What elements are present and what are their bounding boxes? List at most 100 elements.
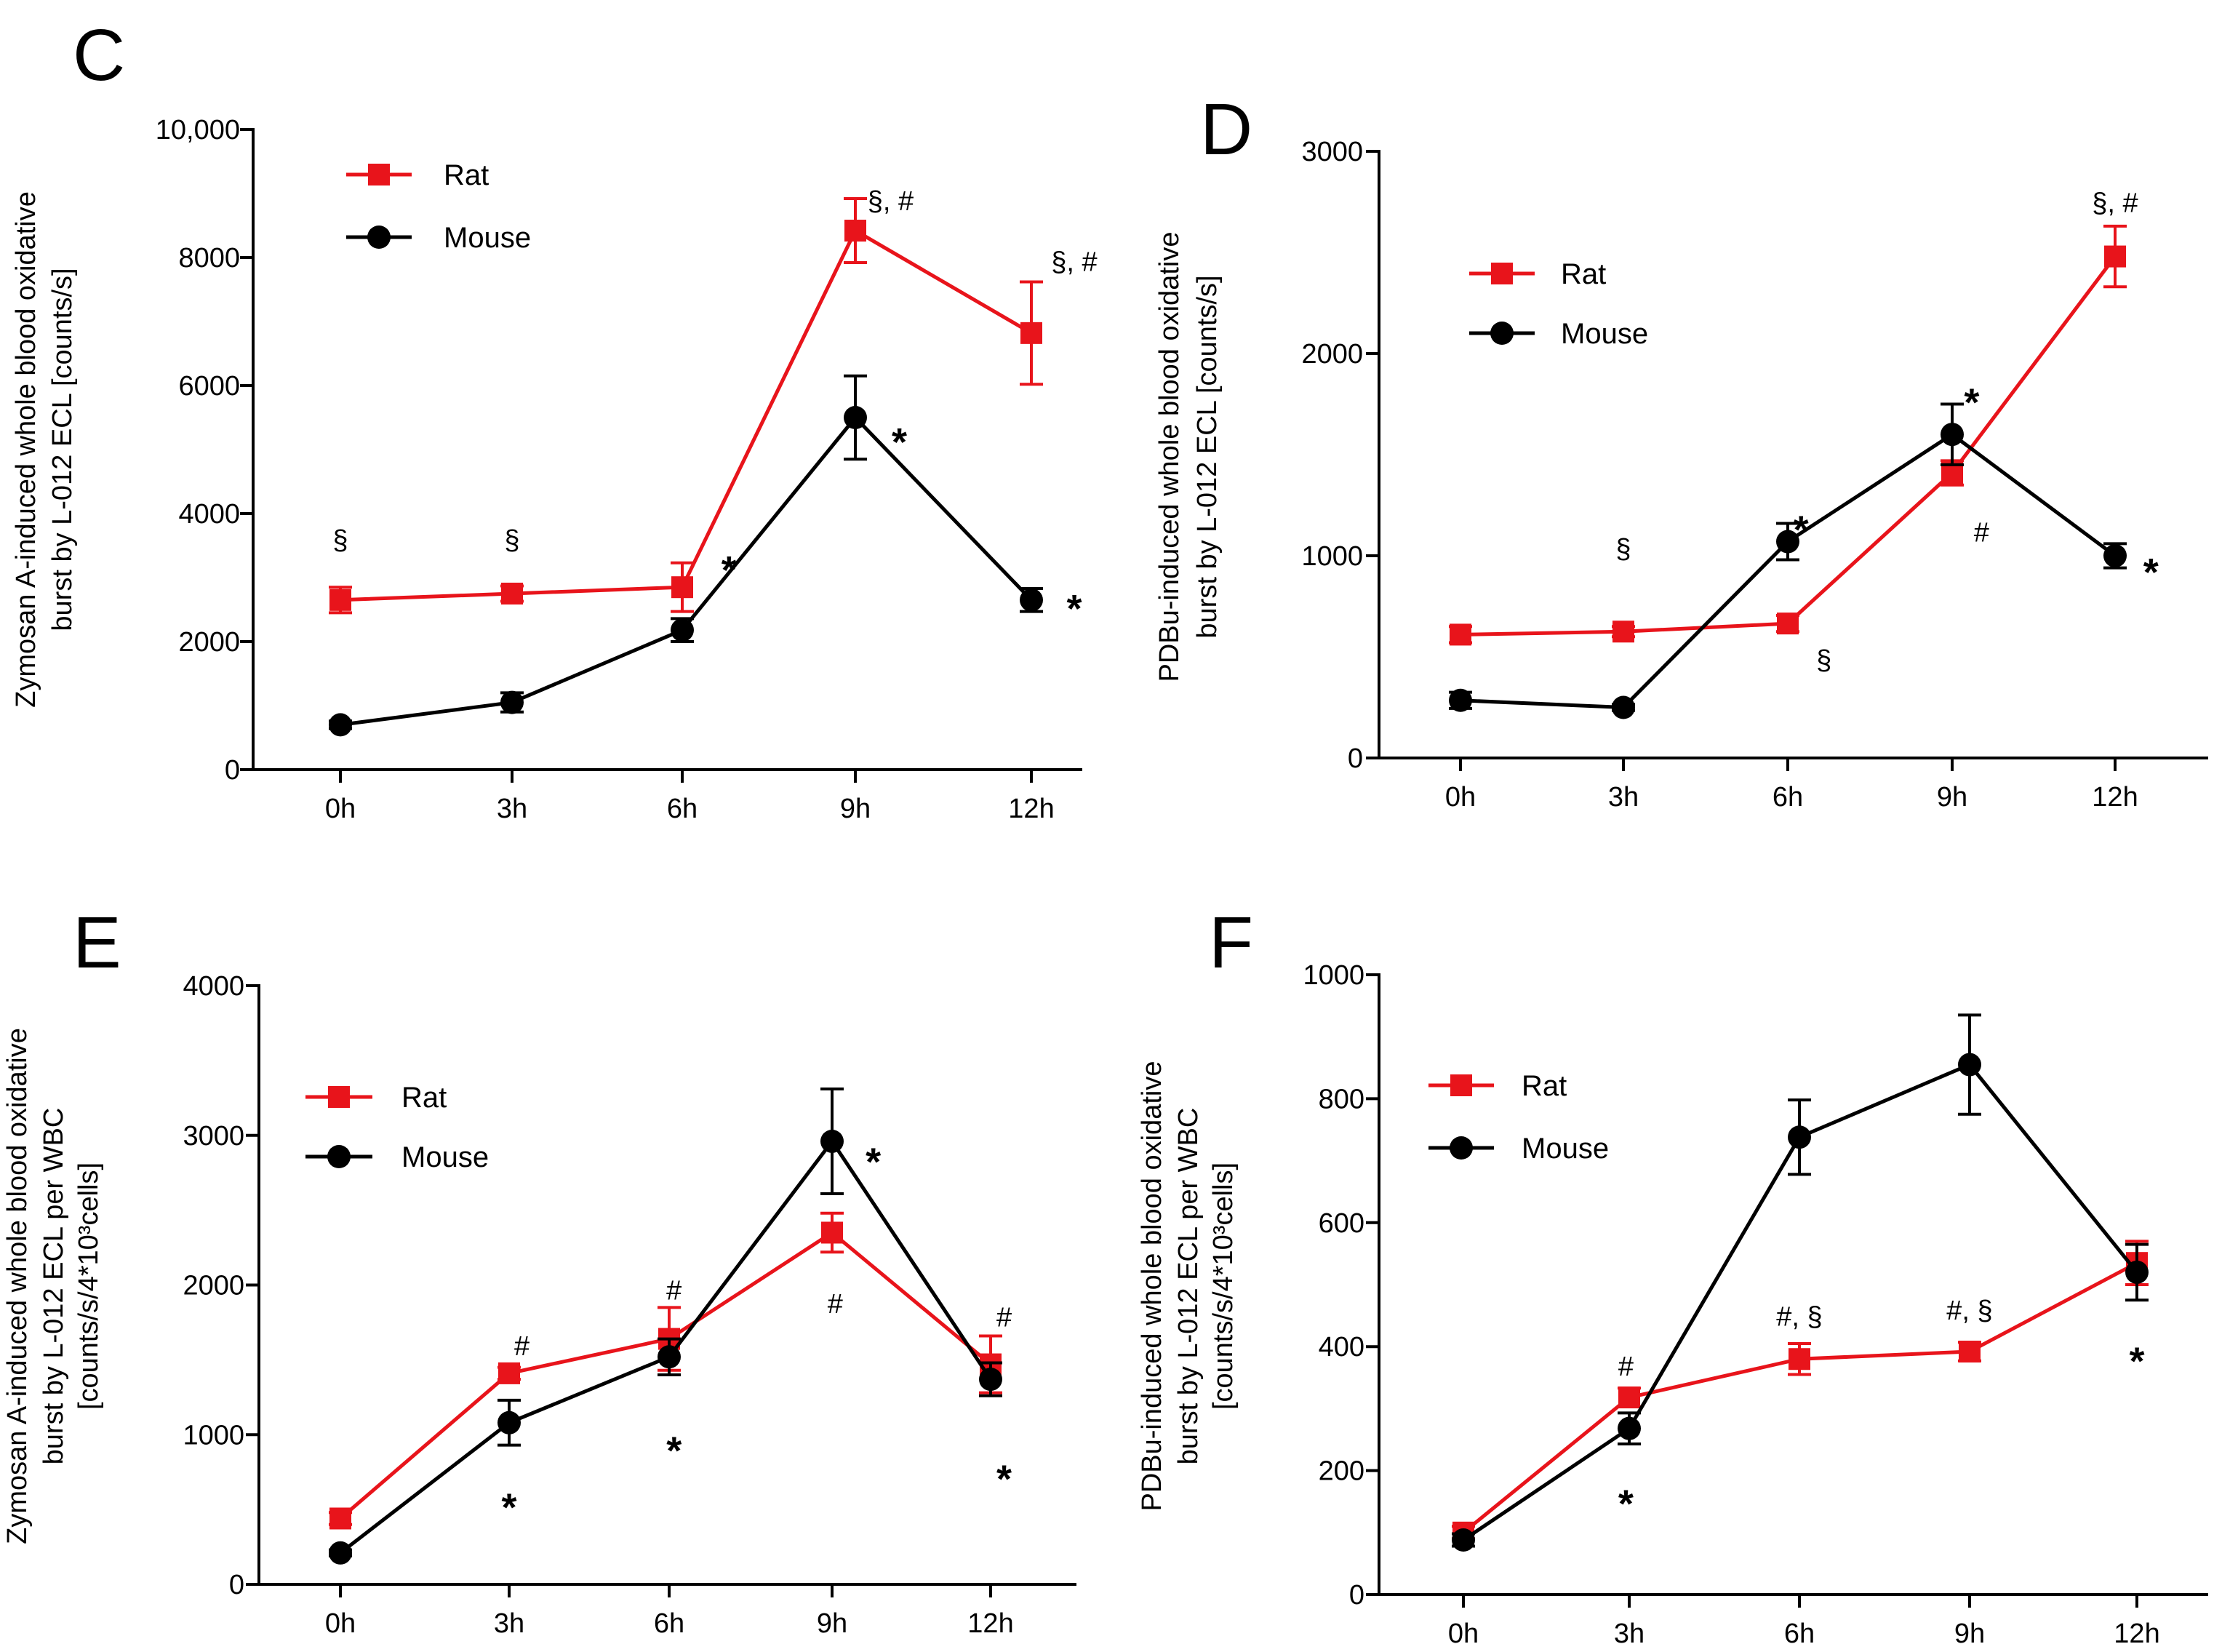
annotation: * <box>666 1429 682 1473</box>
annotation: * <box>1794 508 1809 552</box>
annotation: § <box>1816 645 1831 676</box>
data-point <box>1788 1125 1811 1149</box>
x-tick-label: 9h <box>1954 1619 1985 1649</box>
x-tick-label: 6h <box>1773 782 1803 813</box>
panel-letter: E <box>73 902 121 983</box>
legend-marker <box>1450 1136 1473 1160</box>
data-point <box>671 576 693 599</box>
data-point <box>1959 1341 1981 1363</box>
x-tick-label: 6h <box>1784 1619 1815 1649</box>
series-line <box>340 228 1033 602</box>
annotation: # <box>666 1276 682 1306</box>
x-tick-label: 12h <box>1008 794 1054 824</box>
y-tick-label: 0 <box>1349 1580 1364 1611</box>
series-line <box>1460 432 2117 710</box>
legend-label: Rat <box>1561 258 1606 290</box>
y-axis-title: Zymosan A-induced whole blood oxidative <box>2 1028 33 1544</box>
data-point <box>1618 1386 1640 1409</box>
data-point <box>2125 1260 2149 1284</box>
annotation: # <box>1618 1352 1634 1382</box>
y-tick-label: 1000 <box>1301 541 1363 572</box>
x-tick-label: 12h <box>2092 782 2138 813</box>
y-tick-label: 1000 <box>183 1420 244 1451</box>
data-point <box>1941 423 1964 447</box>
series-line <box>340 415 1033 727</box>
annotation: §, # <box>1051 247 1097 277</box>
data-point <box>1777 612 1799 635</box>
x-tick-label: 0h <box>325 794 356 824</box>
legend: Rat Mouse <box>305 1082 489 1173</box>
y-tick-label: 4000 <box>178 499 240 530</box>
data-point <box>979 1368 1002 1392</box>
y-axis-title: burst by L-012 ECL [counts/s] <box>1192 275 1223 638</box>
series-mouse <box>1452 1013 2149 1552</box>
annotation: # <box>1974 518 1989 548</box>
legend-label: Mouse <box>1522 1133 1609 1165</box>
data-point <box>329 1541 352 1565</box>
y-axis-title: [counts/s/4*10³cells] <box>73 1162 104 1410</box>
annotation: # <box>828 1289 843 1320</box>
data-point <box>2104 245 2126 268</box>
annotation: * <box>722 548 737 592</box>
y-axis-title: burst by L-012 ECL per WBC <box>39 1108 69 1465</box>
data-point <box>820 1129 844 1153</box>
y-tick-label: 600 <box>1319 1208 1364 1239</box>
legend-label: Rat <box>1522 1070 1567 1102</box>
annotation: §, # <box>2092 188 2138 219</box>
data-point <box>658 1345 681 1369</box>
series-rat <box>1449 224 2127 646</box>
data-point <box>821 1221 843 1244</box>
data-point <box>1958 1053 1981 1077</box>
legend: Rat Mouse <box>346 159 531 254</box>
y-tick-label: 2000 <box>183 1271 244 1301</box>
data-point <box>844 220 866 242</box>
y-axis-title: Zymosan A-induced whole blood oxidative <box>11 191 41 708</box>
annotation: * <box>1066 587 1082 631</box>
x-tick-label: 0h <box>1448 1619 1479 1649</box>
y-tick-label: 0 <box>229 1570 244 1600</box>
legend-marker <box>368 164 390 185</box>
chart-panel-c: C 0 2000 4000 6000 8000 10,000 0h 3h 6h 9h 12h Zymos… <box>11 15 1098 824</box>
annotation: * <box>1618 1483 1634 1526</box>
series-mouse <box>329 374 1043 737</box>
annotation: § <box>332 525 348 556</box>
x-tick-label: 0h <box>1445 782 1476 813</box>
legend-marker <box>327 1145 351 1168</box>
legend-label: Mouse <box>401 1141 489 1173</box>
series-rat <box>329 197 1043 615</box>
legend-label: Rat <box>401 1082 447 1114</box>
x-tick-label: 9h <box>1937 782 1967 813</box>
x-tick-label: 0h <box>325 1608 356 1639</box>
y-tick-label: 400 <box>1319 1332 1364 1362</box>
y-axis-title: PDBu-induced whole blood oxidative <box>1137 1061 1167 1512</box>
y-tick-label: 2000 <box>1301 339 1363 370</box>
data-point <box>1789 1348 1810 1370</box>
data-point <box>1449 688 1472 712</box>
series-mouse <box>1449 402 2127 719</box>
data-point <box>329 713 352 737</box>
panel-letter: F <box>1209 902 1253 983</box>
chart-panel-f: F 0 200 400 600 800 1000 0h 3h 6h 9h 12h PDBu-induce… <box>1137 902 2208 1649</box>
legend-marker <box>328 1086 350 1108</box>
data-point <box>2103 544 2127 567</box>
y-tick-label: 3000 <box>183 1121 244 1152</box>
y-tick-label: 1000 <box>1303 960 1364 991</box>
series-rat <box>1452 1240 2149 1544</box>
y-tick-label: 200 <box>1319 1456 1364 1487</box>
x-tick-label: 3h <box>494 1608 524 1639</box>
chart-panel-e: E 0 1000 2000 3000 4000 0h 3h 6h 9h 12h Zymosan A-i… <box>2 902 1076 1639</box>
legend-label: Mouse <box>1561 318 1648 350</box>
y-axis-title: PDBu-induced whole blood oxidative <box>1154 232 1185 682</box>
y-tick-label: 4000 <box>183 971 244 1002</box>
data-point <box>500 690 524 714</box>
x-tick-label: 12h <box>2114 1619 2159 1649</box>
data-point <box>671 618 694 642</box>
x-tick-label: 12h <box>967 1608 1013 1639</box>
legend-marker <box>1450 1074 1472 1096</box>
annotation: * <box>2143 551 2159 594</box>
annotation: * <box>996 1458 1012 1501</box>
data-point <box>1020 588 1043 612</box>
x-tick-label: 9h <box>840 794 871 824</box>
y-tick-label: 0 <box>225 755 240 786</box>
